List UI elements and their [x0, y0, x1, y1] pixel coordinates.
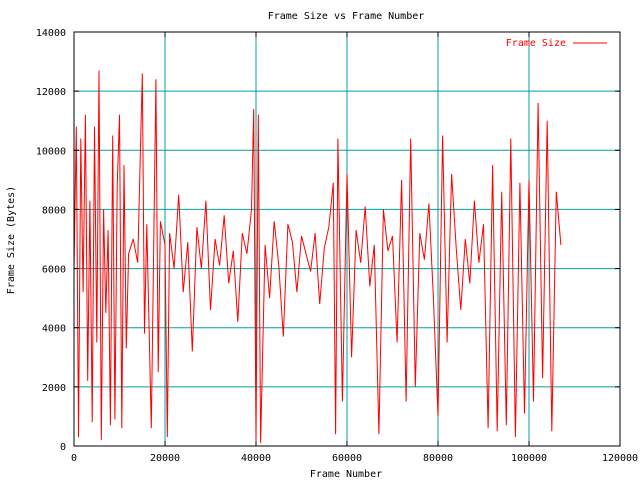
y-tick-label: 6000 [42, 265, 66, 276]
y-tick-label: 0 [60, 442, 66, 453]
legend: Frame Size [506, 38, 607, 49]
x-tick-label: 0 [71, 453, 77, 464]
x-axis-label: Frame Number [310, 469, 382, 480]
x-tick-label: 100000 [511, 453, 547, 464]
x-tick-label: 20000 [150, 453, 180, 464]
y-axis-label: Frame Size (Bytes) [6, 186, 17, 294]
x-tick-label: 120000 [602, 453, 638, 464]
x-tick-label: 80000 [423, 453, 453, 464]
data-layer [73, 70, 562, 444]
plot-border [73, 31, 621, 447]
y-tick-label: 12000 [36, 87, 66, 98]
x-tick-label: 60000 [332, 453, 362, 464]
y-tick-label: 10000 [36, 146, 66, 157]
series-line-frame-size [73, 70, 562, 444]
x-tick-label: 40000 [241, 453, 271, 464]
y-tick-label: 14000 [36, 28, 66, 39]
chart-title: Frame Size vs Frame Number [268, 11, 425, 22]
y-tick-label: 4000 [42, 324, 66, 335]
ticks: 0 2000 4000 6000 8000 10000 12000 14000 0 20000 40… [36, 28, 638, 464]
y-tick-label: 2000 [42, 383, 66, 394]
legend-label: Frame Size [506, 38, 566, 49]
y-tick-label: 8000 [42, 205, 66, 216]
